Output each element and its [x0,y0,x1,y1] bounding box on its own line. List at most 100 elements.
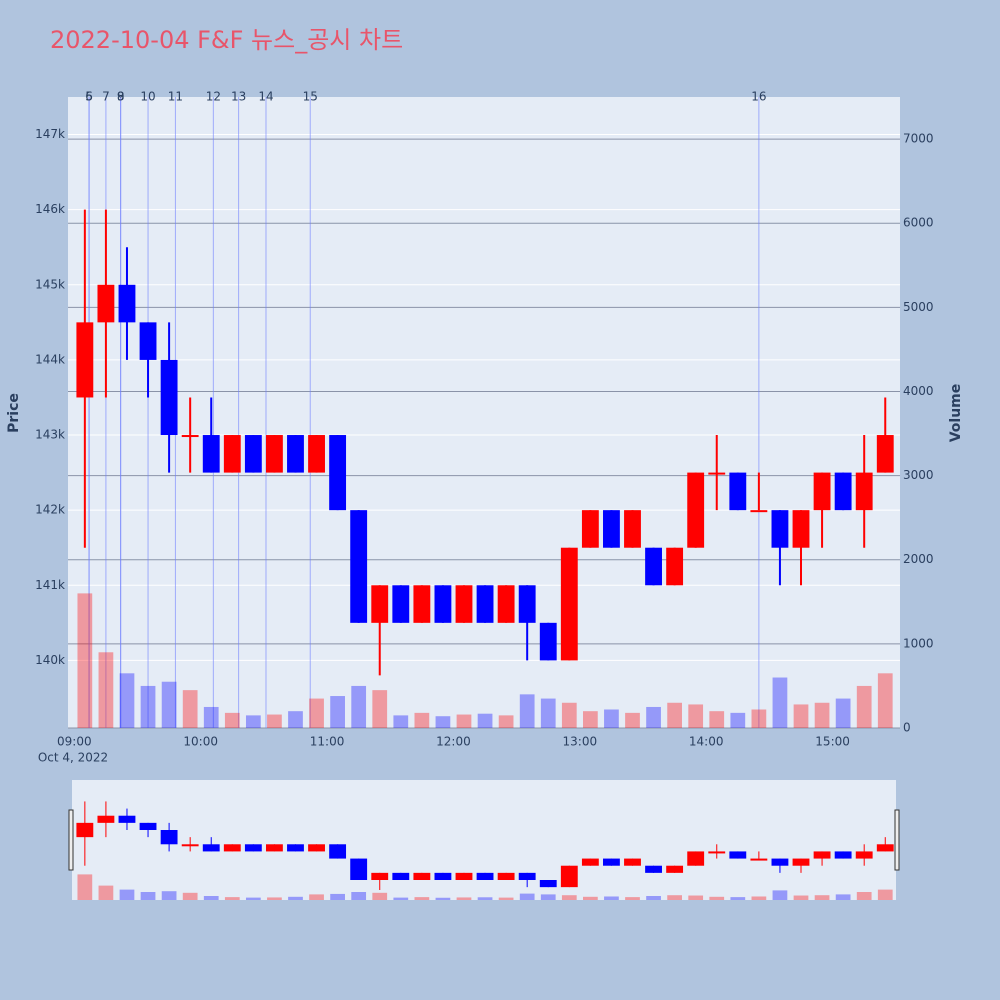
volume-bar [435,716,451,728]
plot-area [68,97,900,728]
volume-bar [140,685,156,728]
mini-candle-body [497,872,515,880]
candle-body [750,510,768,513]
mini-candle-body [687,851,705,866]
candle-body [287,435,304,473]
candle-body [350,510,368,623]
candle-body [97,284,115,323]
y-tick-label: 141k [35,578,65,592]
candle-body [792,510,810,548]
mini-volume-bar [751,896,767,900]
candle-body [876,435,894,473]
news-label: 10 [140,90,155,104]
mini-volume-bar [856,892,872,900]
x-tick-label: 10:00 [183,735,218,749]
mini-candle-body [603,858,620,866]
mini-volume-bar [456,897,472,900]
candle-body [413,585,431,623]
y-axis-title: Price [6,393,22,433]
mini-volume-bar [98,885,114,900]
volume-bar [203,706,219,728]
mini-candle-body [539,880,557,888]
volume-bar [582,711,598,728]
mini-candle-body [708,851,726,854]
volume-bar [372,690,388,728]
mini-candle-body [97,815,115,823]
mini-volume-bar [793,895,809,900]
range-handle[interactable] [894,809,900,871]
volume-bar [77,593,93,728]
news-label: 8 [117,90,125,104]
candle-body [687,472,705,548]
candle-body [539,622,557,661]
candle-body [308,435,325,473]
candle-body [666,547,684,586]
news-label: 6 [85,90,93,104]
y-tick-label: 146k [35,202,65,216]
mini-candle-body [202,844,220,852]
volume-bar [540,698,556,728]
mini-candle-body [876,844,894,852]
mini-volume-bar [772,890,788,900]
volume-bar [161,681,177,728]
mini-candle-body [855,851,873,859]
candle-body [244,435,262,473]
volume-bar [856,685,872,728]
volume-bar [309,698,324,728]
volume-bar [751,709,767,728]
mini-candle-body [729,851,747,859]
mini-volume-bar [414,897,430,900]
news-label: 11 [168,90,183,104]
mini-candle-body [350,858,368,880]
volume-bar [119,673,135,728]
volume-bar [393,715,409,728]
y-tick-label: 143k [35,428,65,442]
mini-candle-body [371,872,389,880]
volume-bar [519,694,535,728]
mini-volume-bar [561,895,577,900]
volume-bar [98,652,114,728]
volume-bar [414,712,430,728]
mini-volume-bar [245,897,261,900]
mini-volume-bar [203,896,219,900]
y-tick-label: 145k [35,277,65,291]
mini-candle-body [518,872,536,880]
volume-bar [330,696,345,728]
x-tick-label: 15:00 [815,735,850,749]
candle-body [139,322,157,360]
y2-tick-label: 4000 [903,384,934,398]
volume-bar [877,673,893,728]
y-tick-label: 144k [35,352,65,366]
candle-body [560,547,578,661]
volume-bar [351,685,367,728]
mini-candle-body [244,844,262,852]
mini-candle-body [455,872,473,880]
volume-bar [646,706,661,728]
mini-volume-bar [224,897,240,900]
mini-volume-bar [625,897,640,900]
range-handle[interactable] [68,809,74,871]
volume-bar [182,690,198,728]
mini-candle-body [666,865,684,873]
mini-volume-bar [498,897,514,900]
mini-volume-bar [646,896,661,900]
candle-body [729,472,747,511]
mini-candle-body [392,872,410,880]
mini-volume-bar [351,892,367,900]
mini-candle-body [223,844,241,852]
mini-volume-bar [182,892,198,900]
range-slider[interactable] [72,780,896,900]
mini-volume-bar [77,874,93,900]
volume-bar [667,702,682,728]
mini-volume-bar [309,894,324,900]
x-tick-label: 12:00 [436,735,471,749]
news-label: 12 [206,90,221,104]
volume-bar [224,712,240,728]
mini-volume-bar [372,892,388,900]
mini-candle-body [139,822,157,830]
mini-volume-bar [519,893,535,900]
mini-volume-bar [477,897,493,900]
mini-candle-body [476,872,494,880]
mini-volume-bar [330,893,345,900]
mini-candle-body [771,858,789,866]
